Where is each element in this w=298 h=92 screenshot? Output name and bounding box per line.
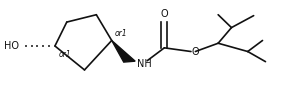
Text: NH: NH — [137, 59, 152, 69]
Polygon shape — [112, 40, 135, 62]
Text: HO: HO — [4, 41, 18, 51]
Text: or1: or1 — [115, 29, 127, 38]
Text: O: O — [192, 47, 199, 56]
Text: or1: or1 — [58, 50, 71, 59]
Text: O: O — [161, 9, 168, 19]
